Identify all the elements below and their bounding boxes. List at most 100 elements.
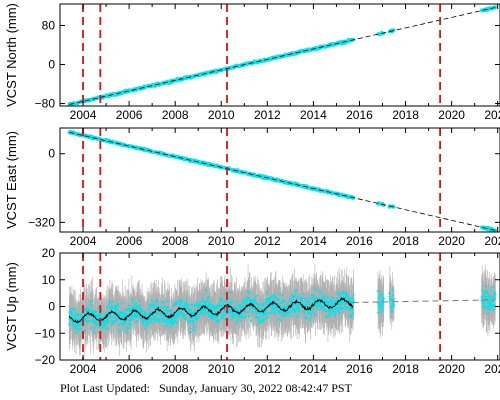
data-point — [377, 311, 380, 314]
x-tick-label: 2016 — [346, 234, 373, 248]
data-point — [244, 298, 247, 301]
data-point — [483, 307, 486, 310]
data-point — [248, 291, 252, 294]
data-point — [279, 302, 282, 305]
data-point — [192, 303, 196, 306]
data-point — [263, 317, 266, 320]
data-point — [236, 318, 239, 322]
data-point — [313, 287, 317, 290]
data-point — [175, 301, 178, 304]
data-point — [140, 316, 143, 320]
data-point — [223, 313, 226, 316]
data-point — [266, 316, 269, 319]
data-point — [174, 302, 177, 306]
data-point — [176, 321, 179, 324]
data-point — [83, 329, 87, 332]
data-point — [205, 300, 208, 303]
data-point — [150, 299, 154, 302]
data-point — [127, 304, 131, 307]
data-point — [350, 297, 353, 300]
data-point — [318, 304, 321, 307]
data-point — [323, 307, 326, 310]
data-point — [302, 309, 305, 313]
data-point — [111, 300, 114, 303]
data-point — [343, 305, 347, 308]
data-point — [262, 313, 265, 317]
data-point — [320, 301, 323, 305]
data-point — [251, 312, 254, 315]
data-point — [378, 306, 381, 310]
data-point — [147, 307, 150, 311]
data-point — [75, 327, 79, 330]
data-point — [130, 319, 133, 322]
data-point — [256, 323, 259, 326]
data-point — [194, 315, 197, 318]
data-point — [294, 310, 297, 313]
data-point — [390, 310, 393, 313]
data-point — [135, 320, 138, 323]
data-point — [345, 302, 348, 305]
data-point — [210, 317, 213, 320]
data-point — [168, 309, 171, 313]
data-point — [189, 309, 193, 312]
data-point — [96, 307, 100, 310]
data-point — [204, 303, 208, 306]
data-point — [172, 304, 175, 307]
data-point — [90, 304, 94, 307]
data-point — [156, 312, 159, 316]
data-point — [117, 323, 121, 326]
data-point — [483, 304, 486, 307]
data-point — [315, 305, 318, 308]
data-point — [192, 322, 195, 325]
data-point — [95, 310, 98, 314]
data-point — [224, 318, 227, 321]
data-point — [287, 312, 291, 315]
data-point — [288, 301, 291, 304]
data-point — [149, 320, 152, 323]
data-point — [293, 294, 297, 298]
data-point — [271, 296, 274, 299]
data-point — [86, 321, 89, 324]
data-point — [209, 307, 213, 310]
data-point — [184, 317, 187, 321]
data-point — [338, 294, 341, 298]
data-point — [165, 308, 168, 311]
data-point — [256, 302, 259, 305]
x-tick-label: 2016 — [346, 108, 373, 122]
data-point — [198, 305, 201, 308]
data-point — [202, 313, 205, 316]
data-point — [74, 311, 77, 314]
x-tick-label: 2012 — [254, 234, 281, 248]
x-tick-label: 2020 — [438, 362, 465, 376]
x-tick-label: 2014 — [300, 108, 327, 122]
data-point — [131, 317, 135, 320]
data-point — [78, 329, 81, 332]
data-point — [485, 296, 488, 299]
data-point — [205, 289, 208, 292]
data-point — [488, 299, 492, 302]
data-point — [85, 306, 88, 310]
data-point — [296, 316, 299, 319]
data-point — [212, 315, 215, 319]
data-point — [262, 304, 265, 307]
data-point — [200, 310, 203, 313]
data-point — [170, 309, 173, 312]
data-point — [183, 303, 187, 306]
data-point — [207, 295, 210, 298]
y-tick-label: 0 — [48, 147, 55, 161]
data-point — [281, 294, 284, 297]
x-tick-label: 2008 — [162, 108, 189, 122]
x-tick-label: 2008 — [162, 234, 189, 248]
data-point — [392, 303, 396, 306]
data-points-east — [67, 130, 497, 232]
data-point — [130, 297, 134, 300]
data-point — [291, 296, 294, 299]
data-point — [111, 304, 114, 307]
data-point — [344, 307, 347, 310]
data-point — [273, 306, 276, 309]
data-point — [196, 301, 199, 304]
data-point — [212, 317, 216, 320]
data-point — [349, 315, 353, 318]
data-point — [288, 308, 291, 311]
data-point — [116, 328, 120, 331]
